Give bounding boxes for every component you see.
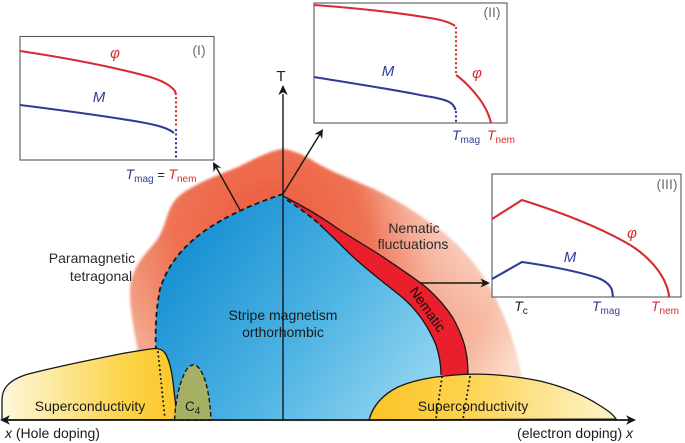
svg-text:fluctuations: fluctuations: [378, 236, 449, 252]
svg-text:orthorhombic: orthorhombic: [242, 324, 324, 340]
svg-text:Tmag = Tnem: Tmag = Tnem: [126, 166, 197, 185]
svg-text:Nematic: Nematic: [388, 220, 439, 236]
svg-text:M: M: [382, 63, 395, 80]
svg-text:(I): (I): [192, 42, 205, 58]
svg-text:Tnem: Tnem: [487, 127, 515, 146]
svg-text:M: M: [564, 249, 577, 266]
svg-text:(II): (II): [483, 4, 500, 20]
svg-text:Stripe magnetism: Stripe magnetism: [229, 307, 338, 323]
svg-text:x (Hole doping): x (Hole doping): [4, 425, 100, 441]
svg-text:Tmag: Tmag: [592, 298, 620, 317]
svg-text:tetragonal: tetragonal: [70, 268, 132, 284]
svg-text:φ: φ: [110, 45, 120, 62]
svg-text:M: M: [93, 89, 106, 106]
svg-text:φ: φ: [627, 225, 637, 242]
svg-text:Paramagnetic: Paramagnetic: [49, 250, 135, 266]
svg-text:T: T: [276, 68, 285, 85]
svg-text:Tc: Tc: [514, 298, 528, 317]
svg-text:Tnem: Tnem: [651, 298, 679, 317]
svg-text:Tmag: Tmag: [452, 127, 480, 146]
svg-text:Superconductivity: Superconductivity: [35, 398, 146, 414]
svg-text:(electron doping) x: (electron doping) x: [517, 425, 634, 441]
svg-text:Superconductivity: Superconductivity: [418, 398, 529, 414]
svg-text:(III): (III): [657, 176, 678, 192]
svg-text:φ: φ: [472, 65, 482, 82]
